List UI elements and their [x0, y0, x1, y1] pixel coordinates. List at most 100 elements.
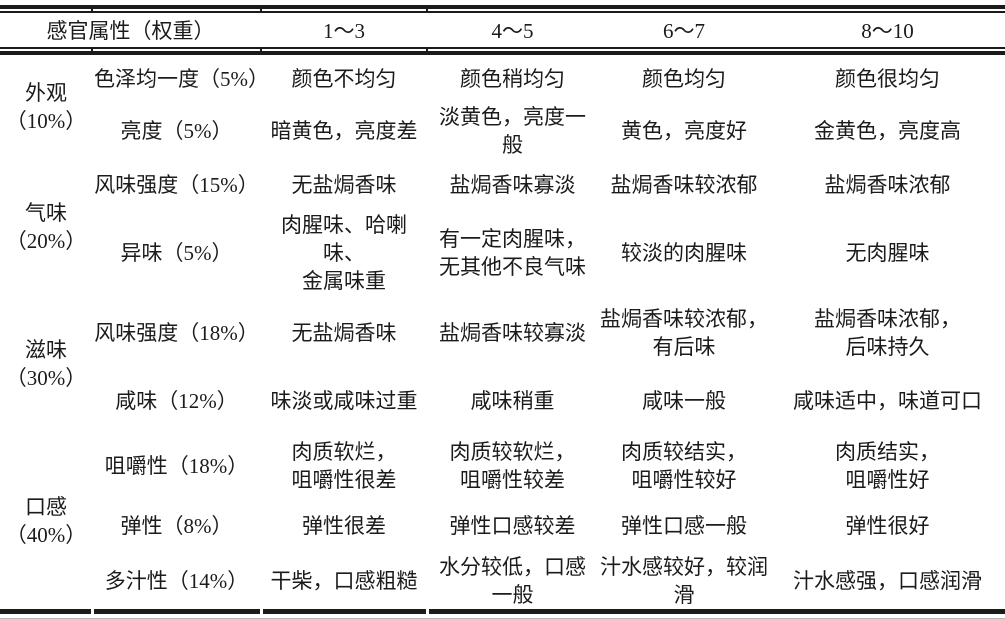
score-cell: 汁水感强，口感润滑: [770, 553, 1005, 609]
score-cell: 咸味稍重: [427, 370, 598, 432]
score-line: 颜色均匀: [642, 67, 726, 91]
header-separator-border: [0, 47, 1005, 55]
group-name: 外观: [25, 81, 67, 105]
score-line: 盐焗香味较浓郁: [610, 173, 758, 197]
column-divider-tick: [426, 47, 428, 55]
score-line: 咀嚼性较好: [631, 467, 737, 492]
group-cell: 口感 （40%）: [0, 432, 92, 609]
score-line: 味淡或咸味过重: [270, 389, 418, 413]
score-cell: 水分较低，口感一般: [427, 553, 598, 609]
score-cell: 盐焗香味较浓郁， 有后味: [598, 295, 770, 370]
score-cell: 干柴，口感粗糙: [261, 553, 427, 609]
score-line: 后味持久: [845, 334, 930, 359]
score-cell: 弹性很好: [770, 499, 1005, 553]
score-line: 咸味稍重: [470, 389, 555, 413]
score-line: 颜色不均匀: [291, 67, 397, 91]
score-line: 盐焗香味较寡淡: [439, 320, 586, 345]
score-line: 弹性口感较差: [449, 514, 576, 538]
header-row: 感官属性（权重） 1～3 4～5 6～7 8～10: [0, 13, 1005, 47]
score-cell: 盐焗香味浓郁: [770, 159, 1005, 211]
score-line: 较淡的肉腥味: [621, 241, 747, 265]
score-line: 颜色稍均匀: [460, 67, 565, 91]
score-cell: 颜色稍均匀: [427, 55, 598, 103]
score-line: 无肉腥味: [845, 241, 930, 265]
score-cell: 颜色很均匀: [770, 55, 1005, 103]
score-line: 弹性很差: [302, 514, 386, 538]
table-row: 气味 （20%） 风味强度（15%） 无盐焗香味 盐焗香味寡淡 盐焗香味较浓郁 盐焗香味浓郁: [0, 159, 1005, 253]
group-name: 气味: [25, 201, 67, 225]
score-line: 汁水感较好，较润滑: [600, 555, 768, 607]
attribute-cell: 异味（5%）: [120, 241, 233, 265]
score-line: 有一定肉腥味，: [439, 227, 586, 251]
column-divider-tick: [260, 47, 262, 55]
header-score-range-1-3: 1～3: [323, 19, 365, 43]
score-cell: 盐焗香味浓郁， 后味持久: [770, 295, 1005, 370]
table-row: 弹性（8%） 弹性很差 弹性口感较差 弹性口感一般 弹性很好: [0, 499, 1005, 553]
score-cell: 咸味适中，味道可口: [770, 370, 1005, 432]
score-cell: 咸味一般: [598, 370, 770, 432]
score-cell: 暗黄色，亮度差: [261, 103, 427, 159]
score-cell: 颜色均匀: [598, 55, 770, 103]
header-score-range-6-7: 6～7: [663, 19, 705, 43]
column-divider-tick: [91, 47, 93, 55]
column-divider-tick: [91, 5, 93, 13]
score-line: 盐焗香味浓郁: [824, 173, 951, 197]
score-line: 暗黄色，亮度差: [270, 119, 418, 143]
score-cell: 有一定肉腥味， 无其他不良气味: [427, 211, 598, 295]
column-divider-tick: [260, 5, 262, 13]
score-line: 盐焗香味浓郁，: [814, 306, 961, 331]
table-row: 外观 （10%） 色泽均一度（5%） 颜色不均匀 颜色稍均匀 颜色均匀 颜色很均匀: [0, 55, 1005, 133]
score-cell: 肉质结实， 咀嚼性好: [770, 432, 1005, 499]
score-line: 干柴，口感粗糙: [270, 569, 418, 593]
score-line: 黄色，亮度好: [621, 119, 747, 143]
score-line: 弹性很好: [845, 514, 930, 538]
score-line: 金属味重: [302, 269, 386, 293]
table-row: 口感 （40%） 咀嚼性（18%） 肉质软烂， 咀嚼性很差 肉质较软烂， 咀嚼性较差 肉质较结…: [0, 432, 1005, 547]
score-line: 弹性口感一般: [621, 514, 747, 538]
score-cell: 无盐焗香味: [261, 295, 427, 370]
score-line: 盐焗香味寡淡: [449, 173, 576, 197]
score-line: 无其他不良气味: [439, 255, 586, 279]
table-bottom-border: [0, 609, 1005, 614]
group-cell: 外观 （10%）: [0, 55, 92, 159]
group-cell: 气味 （20%）: [0, 159, 92, 295]
score-line: 咀嚼性较差: [460, 467, 565, 492]
table-row: 异味（5%） 肉腥味、哈喇味、 金属味重 有一定肉腥味， 无其他不良气味 较淡的肉腥味 无肉…: [0, 211, 1005, 295]
attribute-cell: 咀嚼性（18%）: [104, 453, 249, 478]
score-line: 无盐焗香味: [291, 320, 397, 345]
group-cell: 滋味 （30%）: [0, 295, 92, 432]
group-weight: （10%）: [5, 109, 87, 133]
score-line: 颜色很均匀: [835, 67, 940, 91]
attribute-cell: 多汁性（14%）: [104, 569, 249, 593]
score-cell: 盐焗香味较寡淡: [427, 295, 598, 370]
column-divider-tick: [426, 5, 428, 13]
table-row: 滋味 （30%） 风味强度（18%） 无盐焗香味 盐焗香味较寡淡 盐焗香味较浓郁， 有后味盐…: [0, 295, 1005, 390]
group-weight: （20%）: [5, 229, 87, 253]
score-line: 淡黄色，亮度一般: [439, 105, 586, 157]
score-cell: 肉质较软烂， 咀嚼性较差: [427, 432, 598, 499]
score-line: 咸味适中，味道可口: [793, 389, 982, 413]
score-line: 汁水感强，口感润滑: [793, 569, 982, 593]
table-row: 亮度（5%） 暗黄色，亮度差 淡黄色，亮度一般 黄色，亮度好 金黄色，亮度高: [0, 103, 1005, 159]
group-weight: （40%）: [5, 522, 87, 547]
score-line: 咸味一般: [642, 389, 726, 413]
group-weight: （30%）: [5, 365, 87, 390]
score-line: 盐焗香味较浓郁，: [600, 306, 768, 331]
score-cell: 肉腥味、哈喇味、 金属味重: [261, 211, 427, 295]
attribute-cell: 风味强度（15%）: [94, 173, 259, 197]
score-line: 肉质较结实，: [621, 439, 747, 464]
score-line: 肉质较软烂，: [449, 439, 576, 464]
attribute-cell: 亮度（5%）: [120, 119, 233, 143]
score-cell: 肉质软烂， 咀嚼性很差: [261, 432, 427, 499]
table-row: 多汁性（14%） 干柴，口感粗糙 水分较低，口感一般 汁水感较好，较润滑 汁水感强，口感…: [0, 553, 1005, 609]
score-cell: 肉质较结实， 咀嚼性较好: [598, 432, 770, 499]
score-cell: 无肉腥味: [770, 211, 1005, 295]
score-cell: 颜色不均匀: [261, 55, 427, 103]
table-header: 感官属性（权重） 1～3 4～5 6～7 8～10: [0, 13, 1005, 47]
score-line: 金黄色，亮度高: [814, 119, 961, 143]
score-line: 水分较低，口感一般: [439, 555, 586, 607]
group-name: 滋味: [25, 337, 67, 362]
table-top-border: [0, 5, 1005, 13]
score-cell: 弹性口感一般: [598, 499, 770, 553]
score-cell: 较淡的肉腥味: [598, 211, 770, 295]
